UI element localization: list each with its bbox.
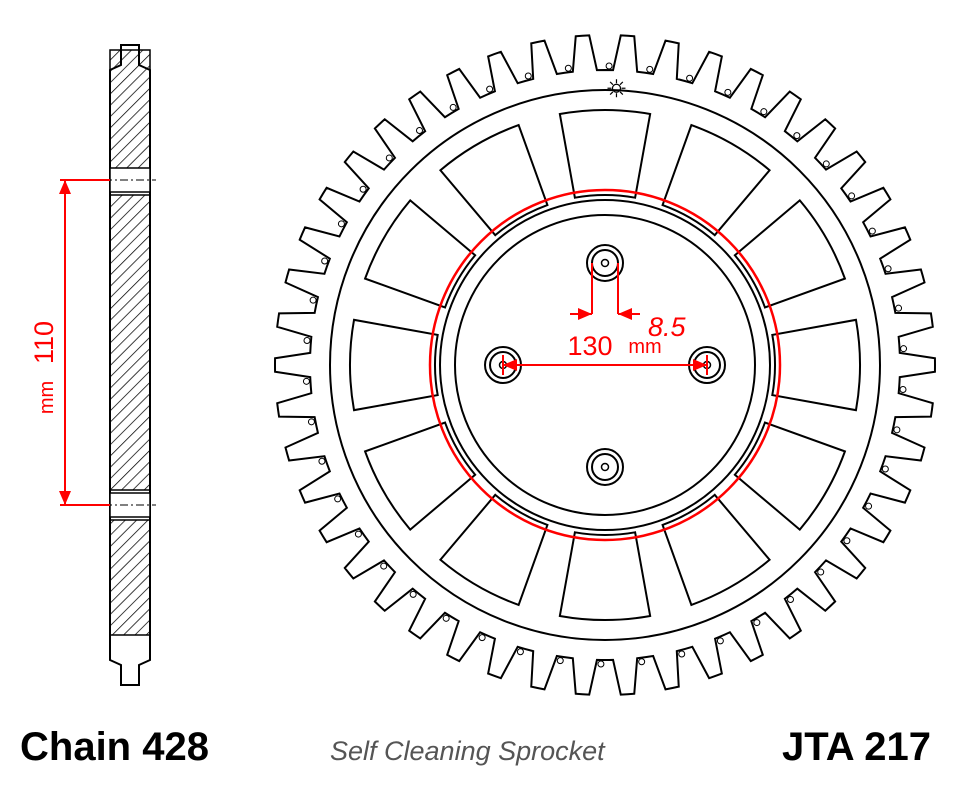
front-view: 130mm8.5: [275, 35, 935, 694]
technical-drawing-svg: 110 mm 130mm8.5: [0, 0, 961, 800]
part-number-label: JTA 217: [782, 725, 931, 770]
svg-text:mm: mm: [36, 381, 58, 414]
drawing-container: 110 mm 130mm8.5 Chain 428 Self Cleaning Sp…: [0, 0, 961, 800]
svg-text:8.5: 8.5: [648, 312, 687, 342]
self-cleaning-label: Self Cleaning Sprocket: [330, 736, 605, 767]
chain-label: Chain 428: [20, 725, 209, 770]
side-view: 110 mm: [29, 45, 156, 685]
svg-text:110: 110: [29, 321, 59, 364]
svg-text:130: 130: [567, 331, 612, 361]
